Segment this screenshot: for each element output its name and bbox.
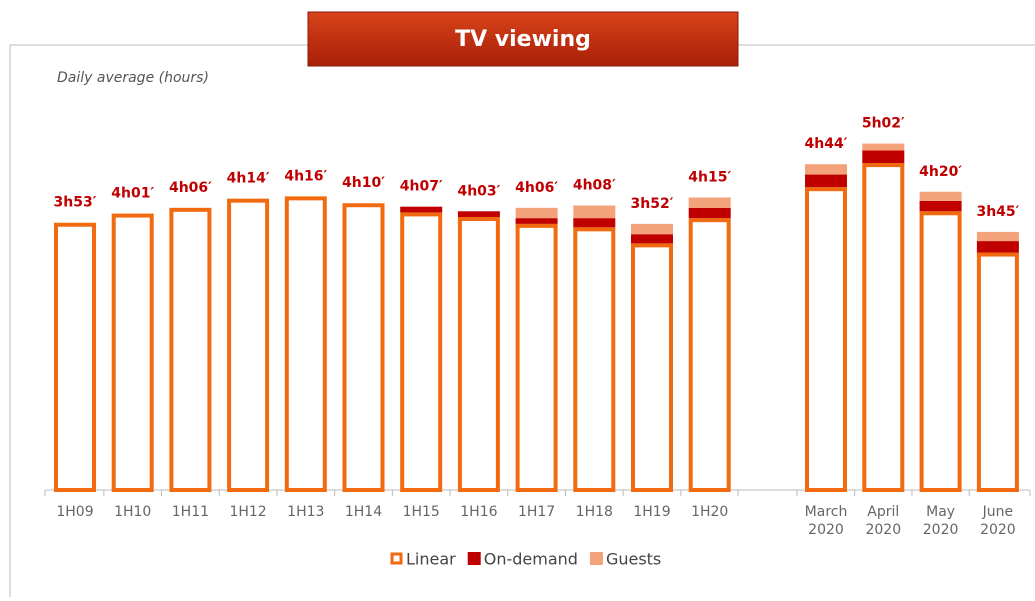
bar-segment — [169, 207, 212, 493]
bar-segment — [54, 222, 96, 492]
bar-segment — [919, 200, 962, 212]
x-tick-label: March 2020 — [805, 504, 848, 538]
x-tick-label-line: 2020 — [865, 522, 901, 538]
title-box — [307, 11, 739, 67]
data-label: 3h53′ — [54, 195, 97, 211]
data-label: 4h16′ — [284, 168, 327, 184]
data-label: 3h52′ — [631, 196, 674, 212]
bar-segment — [400, 212, 443, 492]
bar-segment — [400, 206, 443, 213]
x-tick-label: June 2020 — [980, 504, 1016, 538]
data-label: 4h15′ — [688, 170, 731, 186]
data-label: 4h07′ — [400, 179, 443, 195]
bar-segment — [862, 150, 905, 164]
bar-segment — [805, 187, 847, 492]
bar-segment — [631, 223, 673, 235]
x-tick-label: April 2020 — [865, 504, 901, 538]
data-label: 4h06′ — [515, 180, 558, 196]
data-label: 4h01′ — [111, 186, 154, 202]
legend-label: Guests — [606, 550, 661, 569]
x-tick-label: 1H15 — [403, 504, 440, 520]
x-tick-label: 1H14 — [345, 504, 382, 520]
data-label: 4h44′ — [805, 136, 848, 152]
bar-segment — [515, 218, 558, 224]
bar-segment — [688, 207, 731, 219]
x-tick-label: 1H16 — [460, 504, 497, 520]
x-tick-label-line: 2020 — [980, 522, 1016, 538]
x-tick-label: 1H12 — [229, 504, 266, 520]
x-tick-label: May 2020 — [923, 504, 959, 538]
x-tick-label: 1H20 — [691, 504, 728, 520]
bar-segment — [976, 252, 1019, 492]
x-tick-label-line: March — [805, 504, 848, 520]
bar-segment — [515, 223, 558, 492]
x-tick-label-line: June — [982, 504, 1014, 520]
bar-segment — [976, 231, 1019, 242]
bar-segment — [688, 197, 731, 208]
subtitle: Daily average (hours) — [57, 70, 209, 86]
data-label: 4h14′ — [227, 171, 270, 187]
bar-segment — [573, 205, 616, 219]
x-tick-label: 1H11 — [172, 504, 209, 520]
x-tick-label-line: 2020 — [923, 522, 959, 538]
x-tick-label: 1H17 — [518, 504, 555, 520]
bar-segment — [631, 234, 673, 244]
bar-segment — [227, 198, 270, 492]
data-label: 4h03′ — [457, 183, 500, 199]
bar-segment — [919, 211, 962, 492]
bar-segment — [111, 213, 154, 492]
x-tick-label: 1H18 — [576, 504, 613, 520]
data-label: 4h20′ — [919, 164, 962, 180]
data-label: 4h08′ — [573, 178, 616, 194]
bar-segment — [515, 207, 558, 219]
x-tick-label: 1H13 — [287, 504, 324, 520]
bar-segment — [862, 163, 905, 493]
bar-segment — [976, 241, 1019, 253]
data-label: 5h02′ — [862, 116, 905, 132]
bar-segment — [862, 143, 905, 151]
legend-label: Linear — [406, 550, 456, 569]
bar-segment — [573, 218, 616, 228]
data-label: 4h10′ — [342, 175, 385, 191]
chart-title: TV viewing — [455, 27, 591, 52]
data-label: 4h06′ — [169, 180, 212, 196]
bar-segment — [573, 227, 616, 493]
bar-segment — [284, 196, 327, 492]
x-tick-label: 1H10 — [114, 504, 151, 520]
bar-segment — [805, 164, 847, 175]
x-tick-label: 1H09 — [56, 504, 93, 520]
legend-swatch — [589, 552, 603, 565]
bar-segment — [919, 191, 962, 201]
bar-segment — [631, 243, 673, 492]
bar-segment — [805, 174, 847, 188]
bar-segment — [688, 218, 731, 492]
frame — [9, 44, 308, 597]
bar-segment — [457, 211, 500, 217]
x-tick-label: 1H19 — [633, 504, 670, 520]
legend-swatch — [467, 552, 481, 565]
bar-segment — [342, 203, 385, 492]
legend-swatch — [390, 552, 403, 565]
data-label: 3h45′ — [976, 204, 1019, 220]
x-tick-label-line: May — [926, 504, 955, 520]
legend-label: On-demand — [484, 550, 578, 569]
x-tick-label-line: April — [867, 504, 899, 520]
bar-segment — [457, 217, 500, 492]
x-tick-label-line: 2020 — [808, 522, 844, 538]
